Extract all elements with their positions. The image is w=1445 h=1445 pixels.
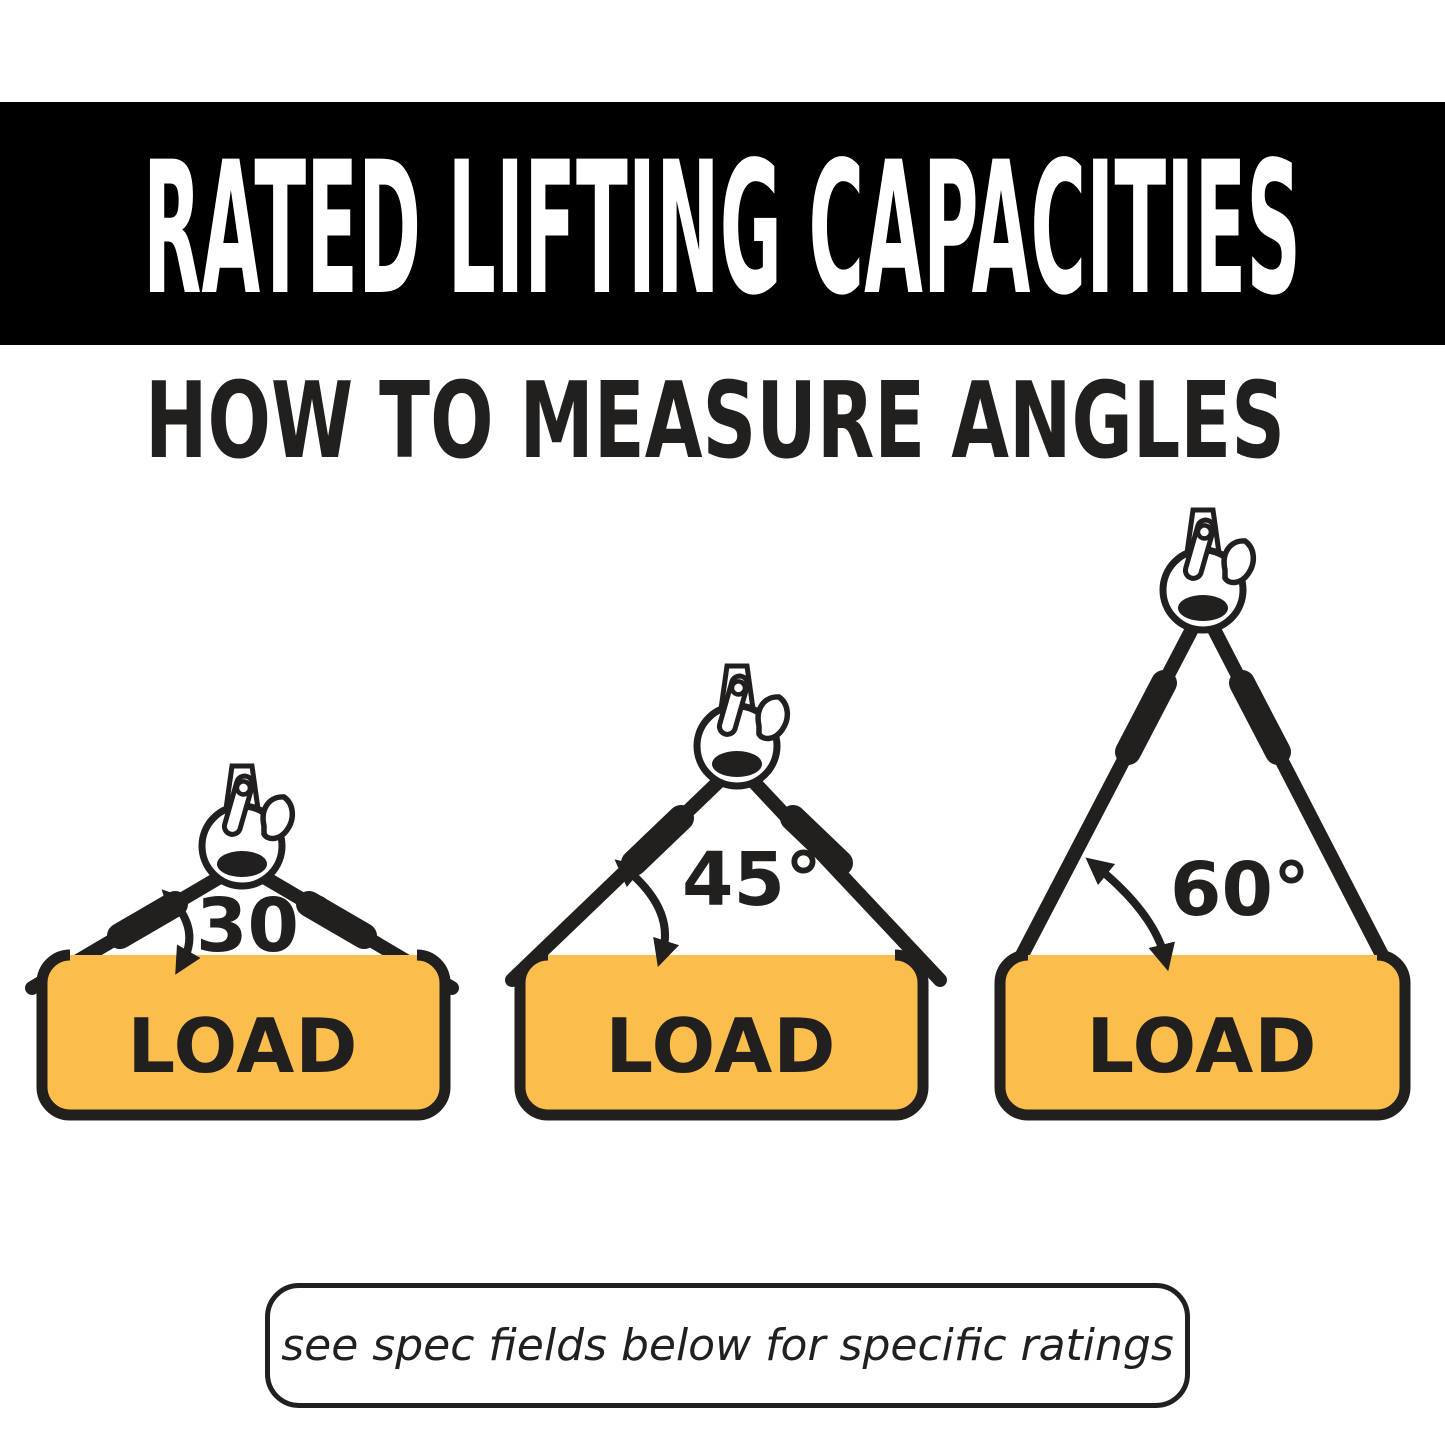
load-box [520,955,923,1115]
load-label: LOAD [1086,1002,1317,1090]
load-box-border [514,949,929,1121]
note-text: see spec fields below for specific ratin… [281,1320,1174,1371]
note-box: see spec fields below for specific ratin… [265,1283,1190,1408]
curved-double-arrow-icon [614,859,680,967]
sling-eye-left [107,891,188,949]
angle-label-60: 60° [1170,847,1310,933]
diagram-30deg: LOAD 30° [25,763,459,1121]
title-banner: RATED LIFTING CAPACITIES [0,102,1445,345]
crane-hook-icon [1159,507,1256,634]
sling-line-left [1001,601,1210,989]
diagram-45deg: LOAD 45° [505,663,947,1121]
load-box-border [36,949,451,1121]
sling-eye-right [296,891,377,949]
diagram-60deg: LOAD 60° [994,507,1411,1121]
subtitle-svg: HOW TO MEASURE ANGLES [145,362,1285,474]
crane-hook-icon [198,763,295,890]
curved-double-arrow-icon [1085,857,1175,972]
load-box [42,955,445,1115]
load-label: LOAD [127,1002,358,1090]
load-box-border [994,949,1411,1121]
angle-label-45: 45° [682,837,822,923]
sling-eye-left [1115,670,1177,765]
load-box [1000,955,1405,1115]
subtitle-wrap: HOW TO MEASURE ANGLES [0,362,1445,474]
banner-title: RATED LIFTING CAPACITIES [143,123,1301,336]
page-subtitle: HOW TO MEASURE ANGLES [145,362,1285,474]
sling-eye-left [621,805,694,876]
diagrams-svg: LOAD 30° [25,507,1411,1121]
title-banner-svg: RATED LIFTING CAPACITIES [143,123,1301,336]
diagram-area: LOAD 30° [0,470,1445,1170]
curved-double-arrow-icon [161,889,201,975]
crane-hook-icon [693,663,790,790]
load-label: LOAD [605,1002,836,1090]
sling-eye-right [780,805,853,876]
sling-eye-right [1229,670,1291,765]
angle-label-30: 30° [196,883,336,969]
sling-line-right [1196,601,1403,989]
